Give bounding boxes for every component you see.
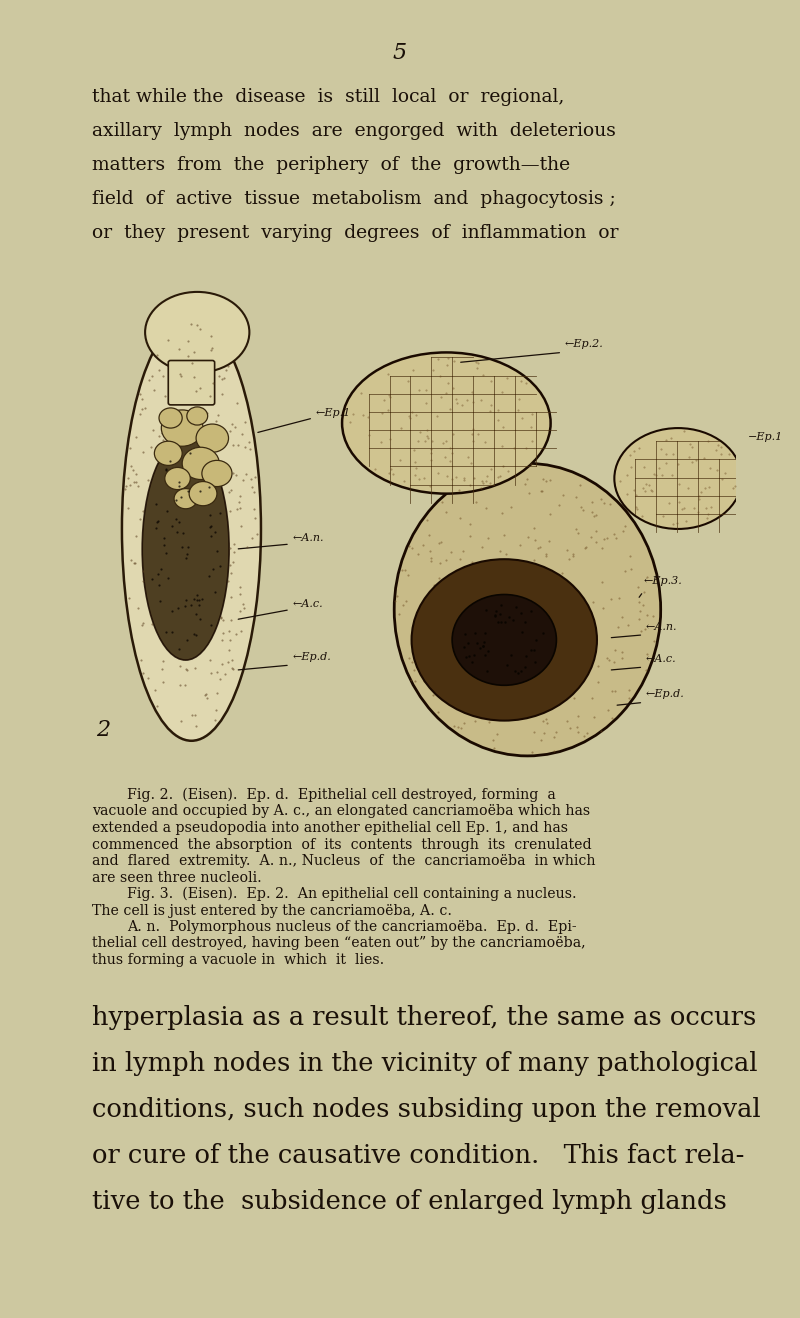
Text: field  of  active  tissue  metabolism  and  phagocytosis ;: field of active tissue metabolism and ph… [92, 190, 616, 208]
Ellipse shape [452, 594, 557, 685]
Circle shape [187, 407, 208, 424]
Text: ←Ep.1: ←Ep.1 [315, 409, 350, 418]
Text: tive to the  subsidence of enlarged lymph glands: tive to the subsidence of enlarged lymph… [92, 1189, 727, 1214]
Circle shape [165, 468, 190, 489]
Text: vacuole and occupied by A. c., an elongated cancriamoëba which has: vacuole and occupied by A. c., an elonga… [92, 804, 590, 818]
Text: hyperplasia as a result thereof, the same as occurs: hyperplasia as a result thereof, the sam… [92, 1006, 756, 1029]
Ellipse shape [145, 291, 250, 373]
Ellipse shape [411, 559, 597, 721]
Text: that while the  disease  is  still  local  or  regional,: that while the disease is still local or… [92, 88, 564, 105]
Text: Fig. 2.  (Eisen).  Ep. d.  Epithelial cell destroyed, forming  a: Fig. 2. (Eisen). Ep. d. Epithelial cell … [127, 788, 556, 803]
Text: 5: 5 [393, 42, 407, 65]
Text: ←Ep.d.: ←Ep.d. [292, 652, 331, 662]
Ellipse shape [342, 352, 550, 494]
Text: in lymph nodes in the vicinity of many pathological: in lymph nodes in the vicinity of many p… [92, 1050, 758, 1075]
Text: ←Ep.2.: ←Ep.2. [565, 340, 603, 349]
FancyBboxPatch shape [168, 361, 214, 405]
Text: ←A.n.: ←A.n. [292, 532, 324, 543]
Text: The cell is just entered by the cancriamoëba, A. c.: The cell is just entered by the cancriam… [92, 904, 452, 917]
Circle shape [154, 442, 182, 465]
Ellipse shape [122, 318, 261, 741]
Text: −Ep.1: −Ep.1 [747, 432, 783, 442]
Circle shape [189, 481, 217, 506]
Text: 2: 2 [97, 718, 110, 741]
Text: or  they  present  varying  degrees  of  inflammation  or: or they present varying degrees of infla… [92, 224, 618, 243]
Text: or cure of the causative condition.   This fact rela-: or cure of the causative condition. This… [92, 1143, 744, 1168]
Circle shape [174, 489, 198, 509]
Circle shape [196, 424, 229, 452]
Text: ←Ep.d.: ←Ep.d. [646, 689, 684, 700]
Text: A. n.  Polymorphous nucleus of the cancriamoëba.  Ep. d.  Epi-: A. n. Polymorphous nucleus of the cancri… [127, 920, 577, 934]
Text: axillary  lymph  nodes  are  engorged  with  deleterious: axillary lymph nodes are engorged with d… [92, 123, 616, 140]
Text: thus forming a vacuole in  which  it  lies.: thus forming a vacuole in which it lies. [92, 953, 384, 967]
Text: are seen three nucleoli.: are seen three nucleoli. [92, 870, 262, 884]
Text: extended a pseudopodia into another epithelial cell Ep. 1, and has: extended a pseudopodia into another epit… [92, 821, 568, 836]
Text: Fig. 3.  (Eisen).  Ep. 2.  An epithelial cell containing a nucleus.: Fig. 3. (Eisen). Ep. 2. An epithelial ce… [127, 887, 577, 902]
Text: thelial cell destroyed, having been “eaten out” by the cancriamoëba,: thelial cell destroyed, having been “eat… [92, 937, 586, 950]
Ellipse shape [614, 428, 742, 529]
Text: ←A.c.: ←A.c. [292, 598, 323, 609]
Circle shape [162, 410, 203, 447]
Text: ←Ep.3.: ←Ep.3. [643, 576, 682, 587]
Circle shape [182, 447, 219, 480]
Circle shape [159, 407, 182, 428]
Text: ←A.c.: ←A.c. [646, 654, 676, 664]
Ellipse shape [142, 438, 229, 660]
Ellipse shape [394, 464, 661, 757]
Text: conditions, such nodes subsiding upon the removal: conditions, such nodes subsiding upon th… [92, 1097, 761, 1122]
Text: and  flared  extremity.  A. n., Nucleus  of  the  cancriamoëba  in which: and flared extremity. A. n., Nucleus of … [92, 854, 595, 869]
Text: commenced  the absorption  of  its  contents  through  its  crenulated: commenced the absorption of its contents… [92, 837, 592, 851]
Text: matters  from  the  periphery  of  the  growth—the: matters from the periphery of the growth… [92, 156, 570, 174]
Circle shape [202, 460, 232, 486]
Text: ←A.n.: ←A.n. [646, 622, 677, 631]
